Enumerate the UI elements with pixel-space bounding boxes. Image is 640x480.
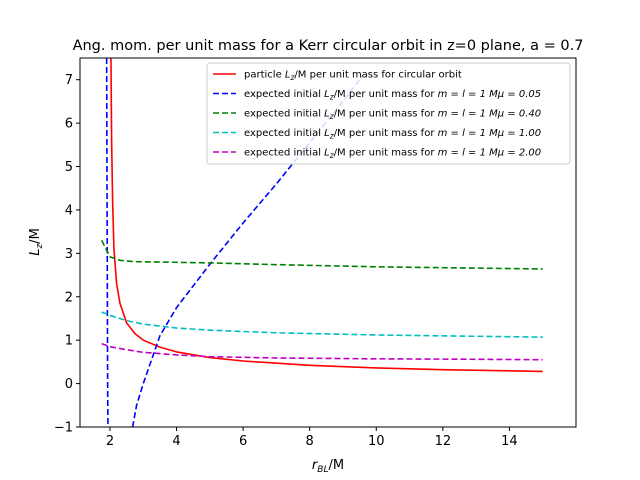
- y-tick-label: 4: [65, 203, 73, 218]
- y-tick-label: 0: [65, 377, 73, 392]
- legend-var: L: [324, 128, 330, 139]
- legend-suffix: /M per unit mass for circular orbit: [294, 70, 461, 81]
- legend-param: m = l = 1 Mμ = 2.00: [438, 148, 542, 159]
- legend-suffix: /M per unit mass for: [334, 148, 438, 159]
- legend-var: L: [324, 89, 330, 100]
- x-tick-label: 12: [435, 434, 452, 449]
- x-tick-label: 4: [172, 434, 180, 449]
- x-tick-label: 6: [239, 434, 247, 449]
- legend-sub: z: [289, 73, 295, 82]
- legend-prefix: expected initial: [244, 109, 324, 120]
- y-axis: −1 0 1 2 3 4 5 6 7: [54, 73, 80, 436]
- legend-prefix: expected initial: [244, 148, 324, 159]
- legend-suffix: /M per unit mass for: [334, 128, 438, 139]
- legend-sub: z: [329, 112, 335, 121]
- x-tick-label: 8: [306, 434, 314, 449]
- legend-prefix: particle: [244, 70, 285, 81]
- legend-sub: z: [329, 132, 335, 141]
- series-line-0: [110, 58, 543, 373]
- y-tick-label: 7: [65, 73, 73, 88]
- legend-entry-3: expected initial Lz/M per unit mass for …: [244, 128, 541, 141]
- chart-title: Ang. mom. per unit mass for a Kerr circu…: [73, 38, 584, 54]
- series-line-4: [101, 342, 543, 361]
- x-axis-label: rBL/M: [312, 458, 344, 475]
- legend-prefix: expected initial: [244, 128, 324, 139]
- legend-box: [206, 62, 571, 165]
- x-axis: 2 4 6 8 10 12 14: [106, 427, 518, 449]
- legend-suffix: /M per unit mass for: [334, 89, 438, 100]
- legend-var: L: [324, 148, 330, 159]
- y-tick-label: 3: [65, 247, 73, 262]
- legend-entry-1: expected initial Lz/M per unit mass for …: [244, 89, 541, 102]
- y-axis-var: L: [28, 249, 43, 256]
- y-axis-sub: z: [35, 244, 45, 250]
- plot-frame: [79, 57, 577, 428]
- series-layer: [100, 58, 543, 427]
- legend-var: L: [324, 109, 330, 120]
- legend-param: m = l = 1 Mμ = 1.00: [438, 128, 542, 139]
- x-axis-sub: BL: [317, 465, 328, 475]
- y-tick-label: −1: [54, 421, 73, 436]
- legend-sub: z: [329, 93, 335, 102]
- legend-prefix: expected initial: [244, 89, 324, 100]
- series-line-3: [101, 311, 543, 338]
- x-tick-label: 10: [368, 434, 385, 449]
- legend-param: m = l = 1 Mμ = 0.05: [438, 89, 542, 100]
- legend-entry-2: expected initial Lz/M per unit mass for …: [244, 109, 541, 122]
- y-axis-rest: /M: [28, 228, 43, 244]
- series-line-1: [105, 58, 364, 427]
- x-tick-label: 2: [106, 434, 114, 449]
- y-axis-label: Lz/M: [28, 228, 45, 256]
- series-line-2: [100, 239, 543, 270]
- legend-sub: z: [329, 151, 335, 160]
- legend-param: m = l = 1 Mμ = 0.40: [438, 109, 542, 120]
- x-axis-var: r: [312, 458, 319, 473]
- y-tick-label: 1: [65, 334, 73, 349]
- legend-var: L: [285, 70, 291, 81]
- legend-items: particle Lz/M per unit mass for circular…: [213, 70, 541, 161]
- x-axis-rest: /M: [328, 458, 344, 473]
- x-tick-label: 14: [501, 434, 518, 449]
- y-tick-label: 2: [65, 290, 73, 305]
- y-tick-label: 5: [65, 160, 73, 175]
- legend: particle Lz/M per unit mass for circular…: [206, 62, 571, 165]
- legend-suffix: /M per unit mass for: [334, 109, 438, 120]
- y-tick-label: 6: [65, 117, 73, 132]
- legend-entry-0: particle Lz/M per unit mass for circular…: [244, 70, 462, 83]
- legend-entry-4: expected initial Lz/M per unit mass for …: [244, 148, 541, 161]
